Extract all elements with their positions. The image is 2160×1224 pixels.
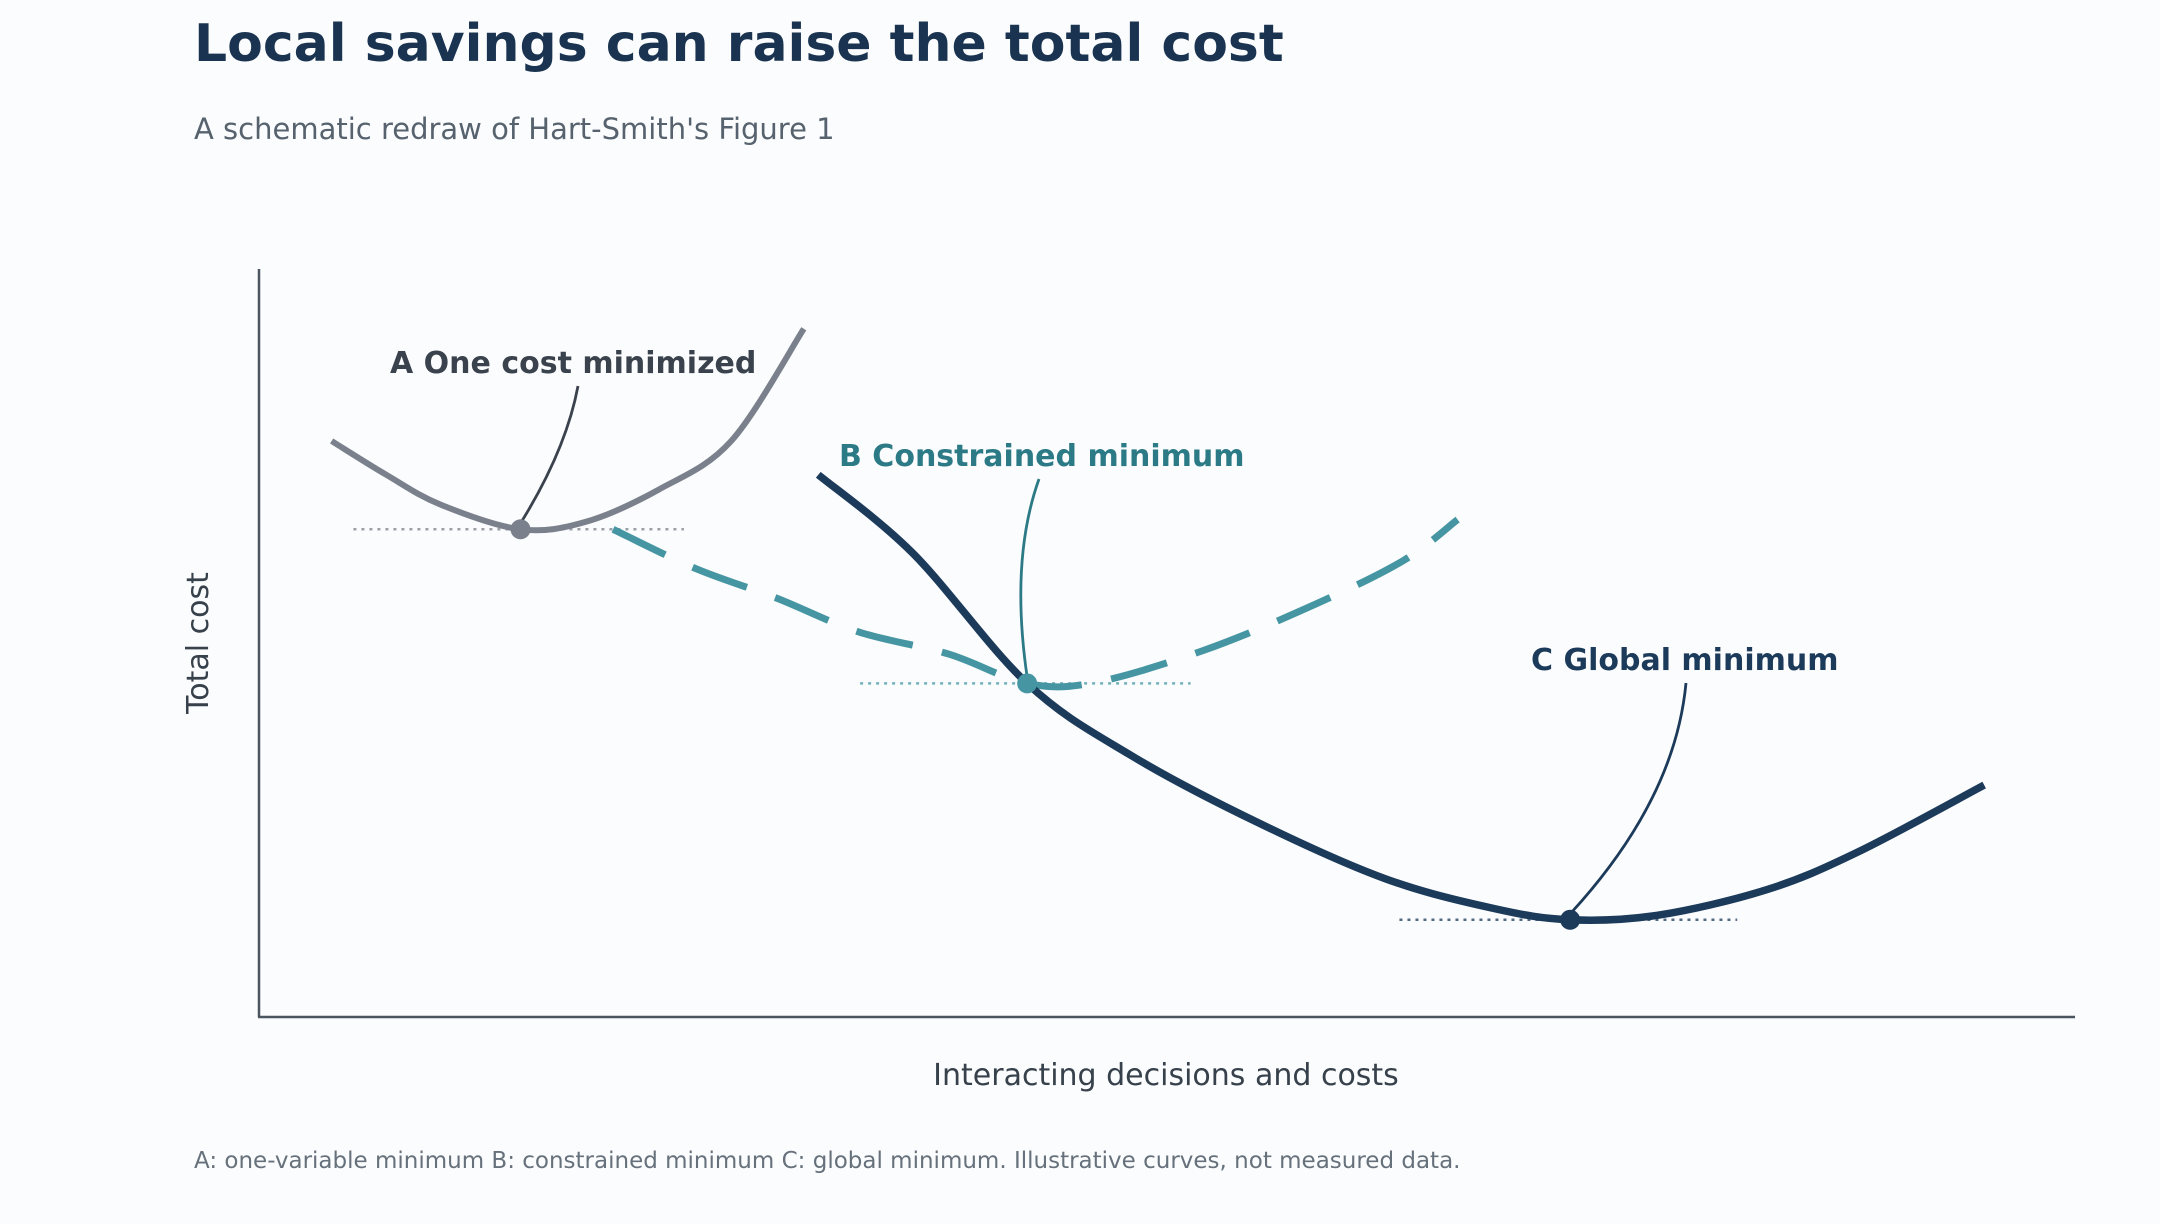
annotation-labels: A One cost minimized B Constrained minimu… [390, 346, 1839, 678]
leader-c [1569, 682, 1688, 915]
minimum-points [510, 519, 1581, 930]
footnote: A: one-variable minimum B: constrained m… [194, 1148, 1461, 1174]
annotation-c: C Global minimum [1531, 643, 1839, 678]
chart-subtitle: A schematic redraw of Hart-Smith's Figur… [194, 112, 835, 146]
min-point-b [1017, 673, 1038, 694]
x-axis-label: Interacting decisions and costs [933, 1058, 1399, 1093]
annotation-leaders [519, 385, 1688, 915]
min-point-a [510, 519, 531, 540]
curve-b [611, 516, 1460, 691]
leader-b [1019, 478, 1041, 678]
axes: Interacting decisions and costs Total co… [181, 269, 2075, 1093]
chart-title: Local savings can raise the total cost [194, 14, 1284, 74]
leader-a [519, 385, 580, 525]
y-axis-label: Total cost [181, 572, 216, 715]
annotation-a: A One cost minimized [390, 346, 756, 381]
min-point-c [1560, 909, 1581, 930]
minimum-guides [353, 528, 1738, 922]
curve-a [330, 327, 807, 534]
annotation-b: B Constrained minimum [839, 439, 1245, 474]
cost-curves [330, 327, 1986, 925]
curve-c [815, 471, 1986, 925]
